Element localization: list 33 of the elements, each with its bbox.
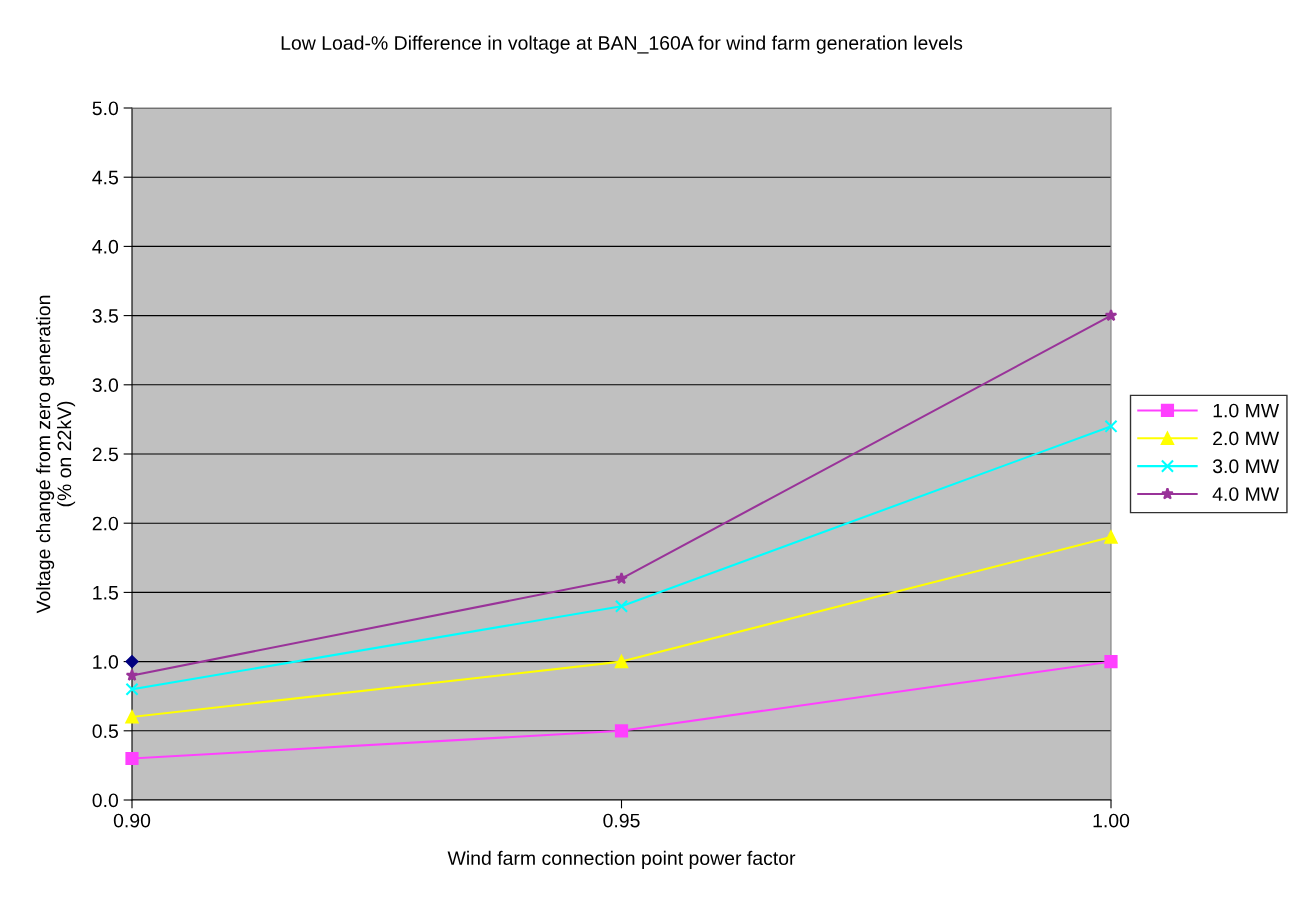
y-tick-label: 0.0: [92, 793, 119, 808]
point: [125, 668, 139, 681]
y-tick-label: 3.5: [92, 309, 118, 323]
y-tick-label: 0.5: [92, 724, 118, 739]
point: [1104, 530, 1118, 544]
x-tick-label: 0.95: [603, 813, 640, 828]
y-tick-label: 5.0: [92, 101, 119, 116]
x-axis-title: Wind farm connection point power factor: [447, 850, 796, 869]
point: [1104, 309, 1118, 322]
point: [1104, 419, 1118, 433]
legend-label: 3.0 MW: [1212, 459, 1280, 474]
y-tick-label: 2.0: [92, 516, 119, 531]
legend-label: 1.0 MW: [1213, 403, 1280, 418]
y-tick-label: 3.0: [92, 378, 119, 393]
x-tick-label: 1.00: [1093, 813, 1130, 828]
y-tick-label: 1.0: [93, 655, 119, 669]
x-tick-label: 0.90: [113, 813, 151, 828]
point: [1104, 655, 1118, 669]
point: [614, 599, 629, 613]
point: [125, 710, 139, 724]
chart-title: Low Load-% Difference in voltage at BAN_160A for wind farm generation levels: [281, 35, 963, 54]
y-axis-title: Voltage change from zero generation (% on 22kV): [36, 295, 76, 614]
point: [125, 682, 139, 696]
y-tick-label: 4.0: [92, 239, 119, 254]
legend-label: 4.0 MW: [1212, 487, 1280, 501]
point: [615, 571, 628, 585]
point: [614, 655, 629, 669]
y-tick-label: 1.5: [93, 586, 118, 600]
point: [614, 724, 629, 738]
y-tick-label: 2.5: [92, 447, 118, 462]
point: [125, 751, 139, 766]
y-tick-label: 4.5: [92, 170, 118, 185]
legend-label: 2.0 MW: [1213, 431, 1280, 446]
